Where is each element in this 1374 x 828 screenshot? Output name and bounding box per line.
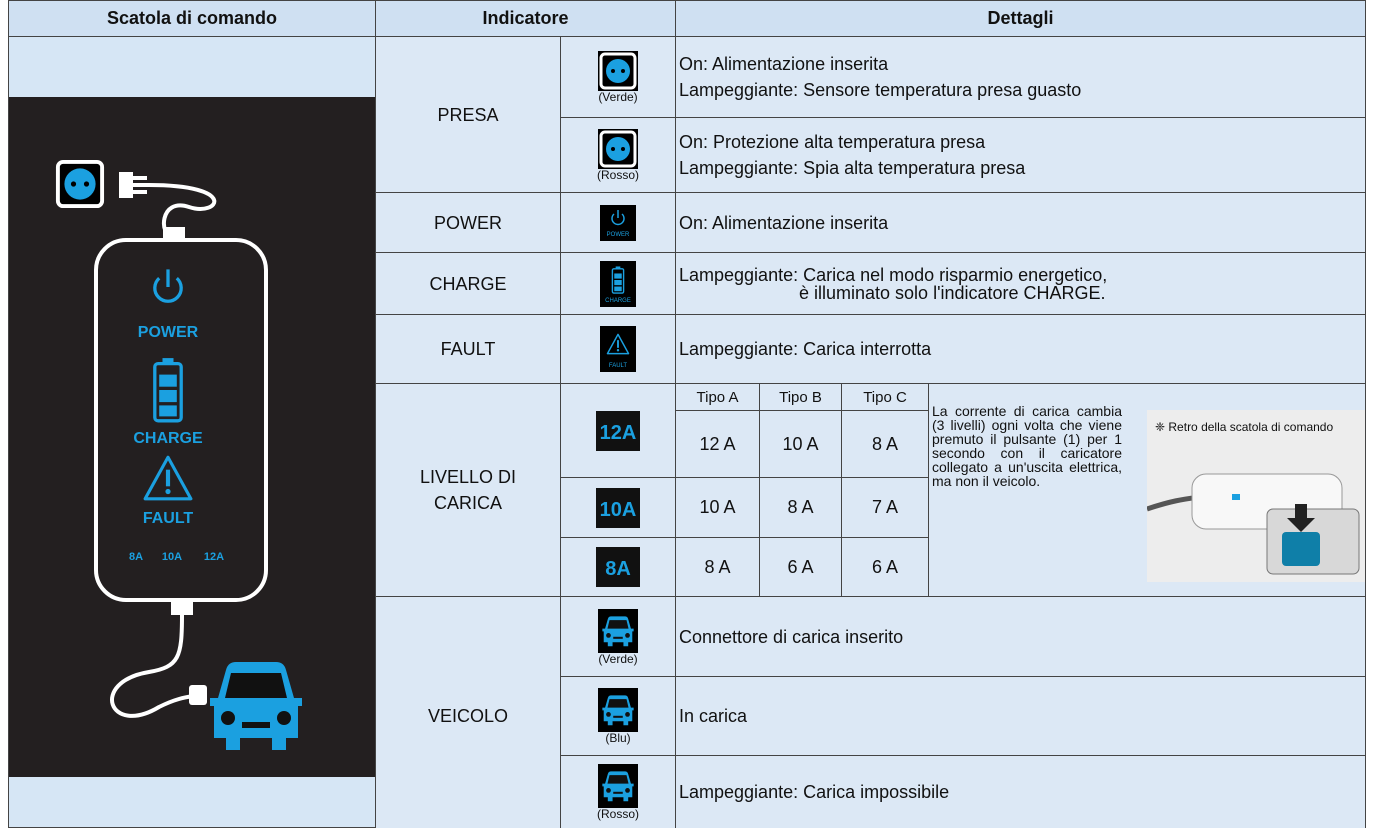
subtable-cell: 8 A <box>841 410 929 478</box>
details-line: Lampeggiante: Carica impossibile <box>679 782 950 802</box>
icon-cell: 10A <box>560 477 676 538</box>
charge-icon: CHARGE <box>600 260 636 307</box>
control-box-illustration: POWER CHARGE FAULT 8A 10A 12A <box>9 97 375 777</box>
panel-label: 10A <box>162 551 182 563</box>
car-icon <box>598 608 638 653</box>
details-cell: Lampeggiante: Carica nel modo risparmio … <box>675 252 1366 315</box>
subtable-header: Tipo A <box>675 383 760 411</box>
header-cell: Indicatore <box>375 0 676 37</box>
details-line: On: Alimentazione inserita <box>679 212 889 233</box>
header-cell: Dettagli <box>675 0 1366 37</box>
icon-label: 10A <box>600 499 637 521</box>
socket-icon <box>598 51 638 91</box>
power-icon: POWER <box>600 204 636 241</box>
header-cell: Scatola di comando <box>8 0 376 37</box>
back-illustration <box>1147 473 1360 575</box>
details-cell: On: Protezione alta temperatura presa Lam… <box>675 117 1366 193</box>
icon-caption: (Verde) <box>598 651 638 666</box>
subtable-header: Tipo C <box>841 383 929 411</box>
details-cell: On: Alimentazione inserita <box>675 192 1366 253</box>
indicator-name: CHARGE <box>375 252 561 315</box>
icon-caption: (Rosso) <box>596 807 639 821</box>
subtable-cell: 10 A <box>759 410 842 478</box>
level-icon: 10A <box>596 487 640 528</box>
panel-label: 12A <box>204 551 224 563</box>
subtable-cell: 6 A <box>841 537 929 597</box>
details-line: In carica <box>679 706 748 726</box>
icon-caption: (Rosso) <box>596 168 639 182</box>
subtable-header: Tipo B <box>759 383 842 411</box>
icon-label: 8A <box>605 558 631 580</box>
icon-cell: (Blu) <box>560 676 676 756</box>
details-cell: Lampeggiante: Carica interrotta <box>675 314 1366 384</box>
icon-label: FAULT <box>609 363 628 369</box>
icon-label: CHARGE <box>605 298 631 304</box>
details-line: Lampeggiante: Carica interrotta <box>679 339 932 359</box>
details-cell: Connettore di carica inserito <box>675 596 1366 677</box>
subtable-cell: 8 A <box>675 537 760 597</box>
socket-icon <box>598 129 638 169</box>
icon-cell: 8A <box>560 537 676 597</box>
level-icon: 12A <box>596 410 640 451</box>
subtable-cell: 6 A <box>759 537 842 597</box>
subtable-cell: 7 A <box>841 477 929 538</box>
panel-label: 8A <box>129 551 143 563</box>
icon-cell: 12A <box>560 383 676 478</box>
indicator-name: FAULT <box>375 314 561 384</box>
subtable-cell: 10 A <box>675 477 760 538</box>
details-line: Connettore di carica inserito <box>679 626 904 647</box>
details-line: Lampeggiante: Carica nel modo risparmio … <box>679 264 1108 285</box>
indicator-name: PRESA <box>375 36 561 193</box>
note-cell: La corrente di carica cambia (3 livelli)… <box>928 383 1366 597</box>
panel-label: CHARGE <box>133 430 203 447</box>
image-caption: ❈ Retro della scatola di comando <box>1155 420 1334 434</box>
icon-caption: (Verde) <box>598 90 638 104</box>
subtable-cell: 8 A <box>759 477 842 538</box>
note-text: La corrente di carica cambia (3 livelli)… <box>932 403 1122 489</box>
panel-label: FAULT <box>143 510 194 527</box>
panel-label: POWER <box>138 324 199 341</box>
details-cell: On: Alimentazione inserita Lampeggiante: … <box>675 36 1366 118</box>
indicator-name: LIVELLO DI CARICA <box>375 383 561 597</box>
car-icon <box>598 688 638 732</box>
icon-label: 12A <box>600 422 637 444</box>
icon-cell: (Verde) <box>560 596 676 677</box>
icon-caption: (Blu) <box>605 731 631 745</box>
details-cell: Lampeggiante: Carica impossibile <box>675 755 1366 828</box>
fault-icon: FAULT <box>600 326 636 372</box>
icon-cell: FAULT <box>560 314 676 384</box>
details-cell: In carica <box>675 676 1366 756</box>
back-image: ❈ Retro della scatola di comando <box>1147 410 1365 582</box>
details-line: Lampeggiante: Spia alta temperatura pres… <box>679 158 1026 178</box>
icon-cell: (Rosso) <box>560 755 676 828</box>
icon-label: POWER <box>607 232 630 238</box>
icon-cell: POWER <box>560 192 676 253</box>
icon-cell: (Rosso) <box>560 117 676 193</box>
icon-cell: (Verde) <box>560 36 676 118</box>
details-line: Lampeggiante: Sensore temperatura presa … <box>679 80 1082 100</box>
details-line: è illuminato solo l'indicatore CHARGE. <box>799 282 1106 303</box>
indicator-name: POWER <box>375 192 561 253</box>
subtable-cell: 12 A <box>675 410 760 478</box>
icon-cell: CHARGE <box>560 252 676 315</box>
indicator-name: VEICOLO <box>375 596 561 828</box>
details-line: On: Alimentazione inserita <box>679 54 889 74</box>
level-icon: 8A <box>596 547 640 587</box>
car-icon <box>598 764 638 808</box>
details-line: On: Protezione alta temperatura presa <box>679 132 986 152</box>
